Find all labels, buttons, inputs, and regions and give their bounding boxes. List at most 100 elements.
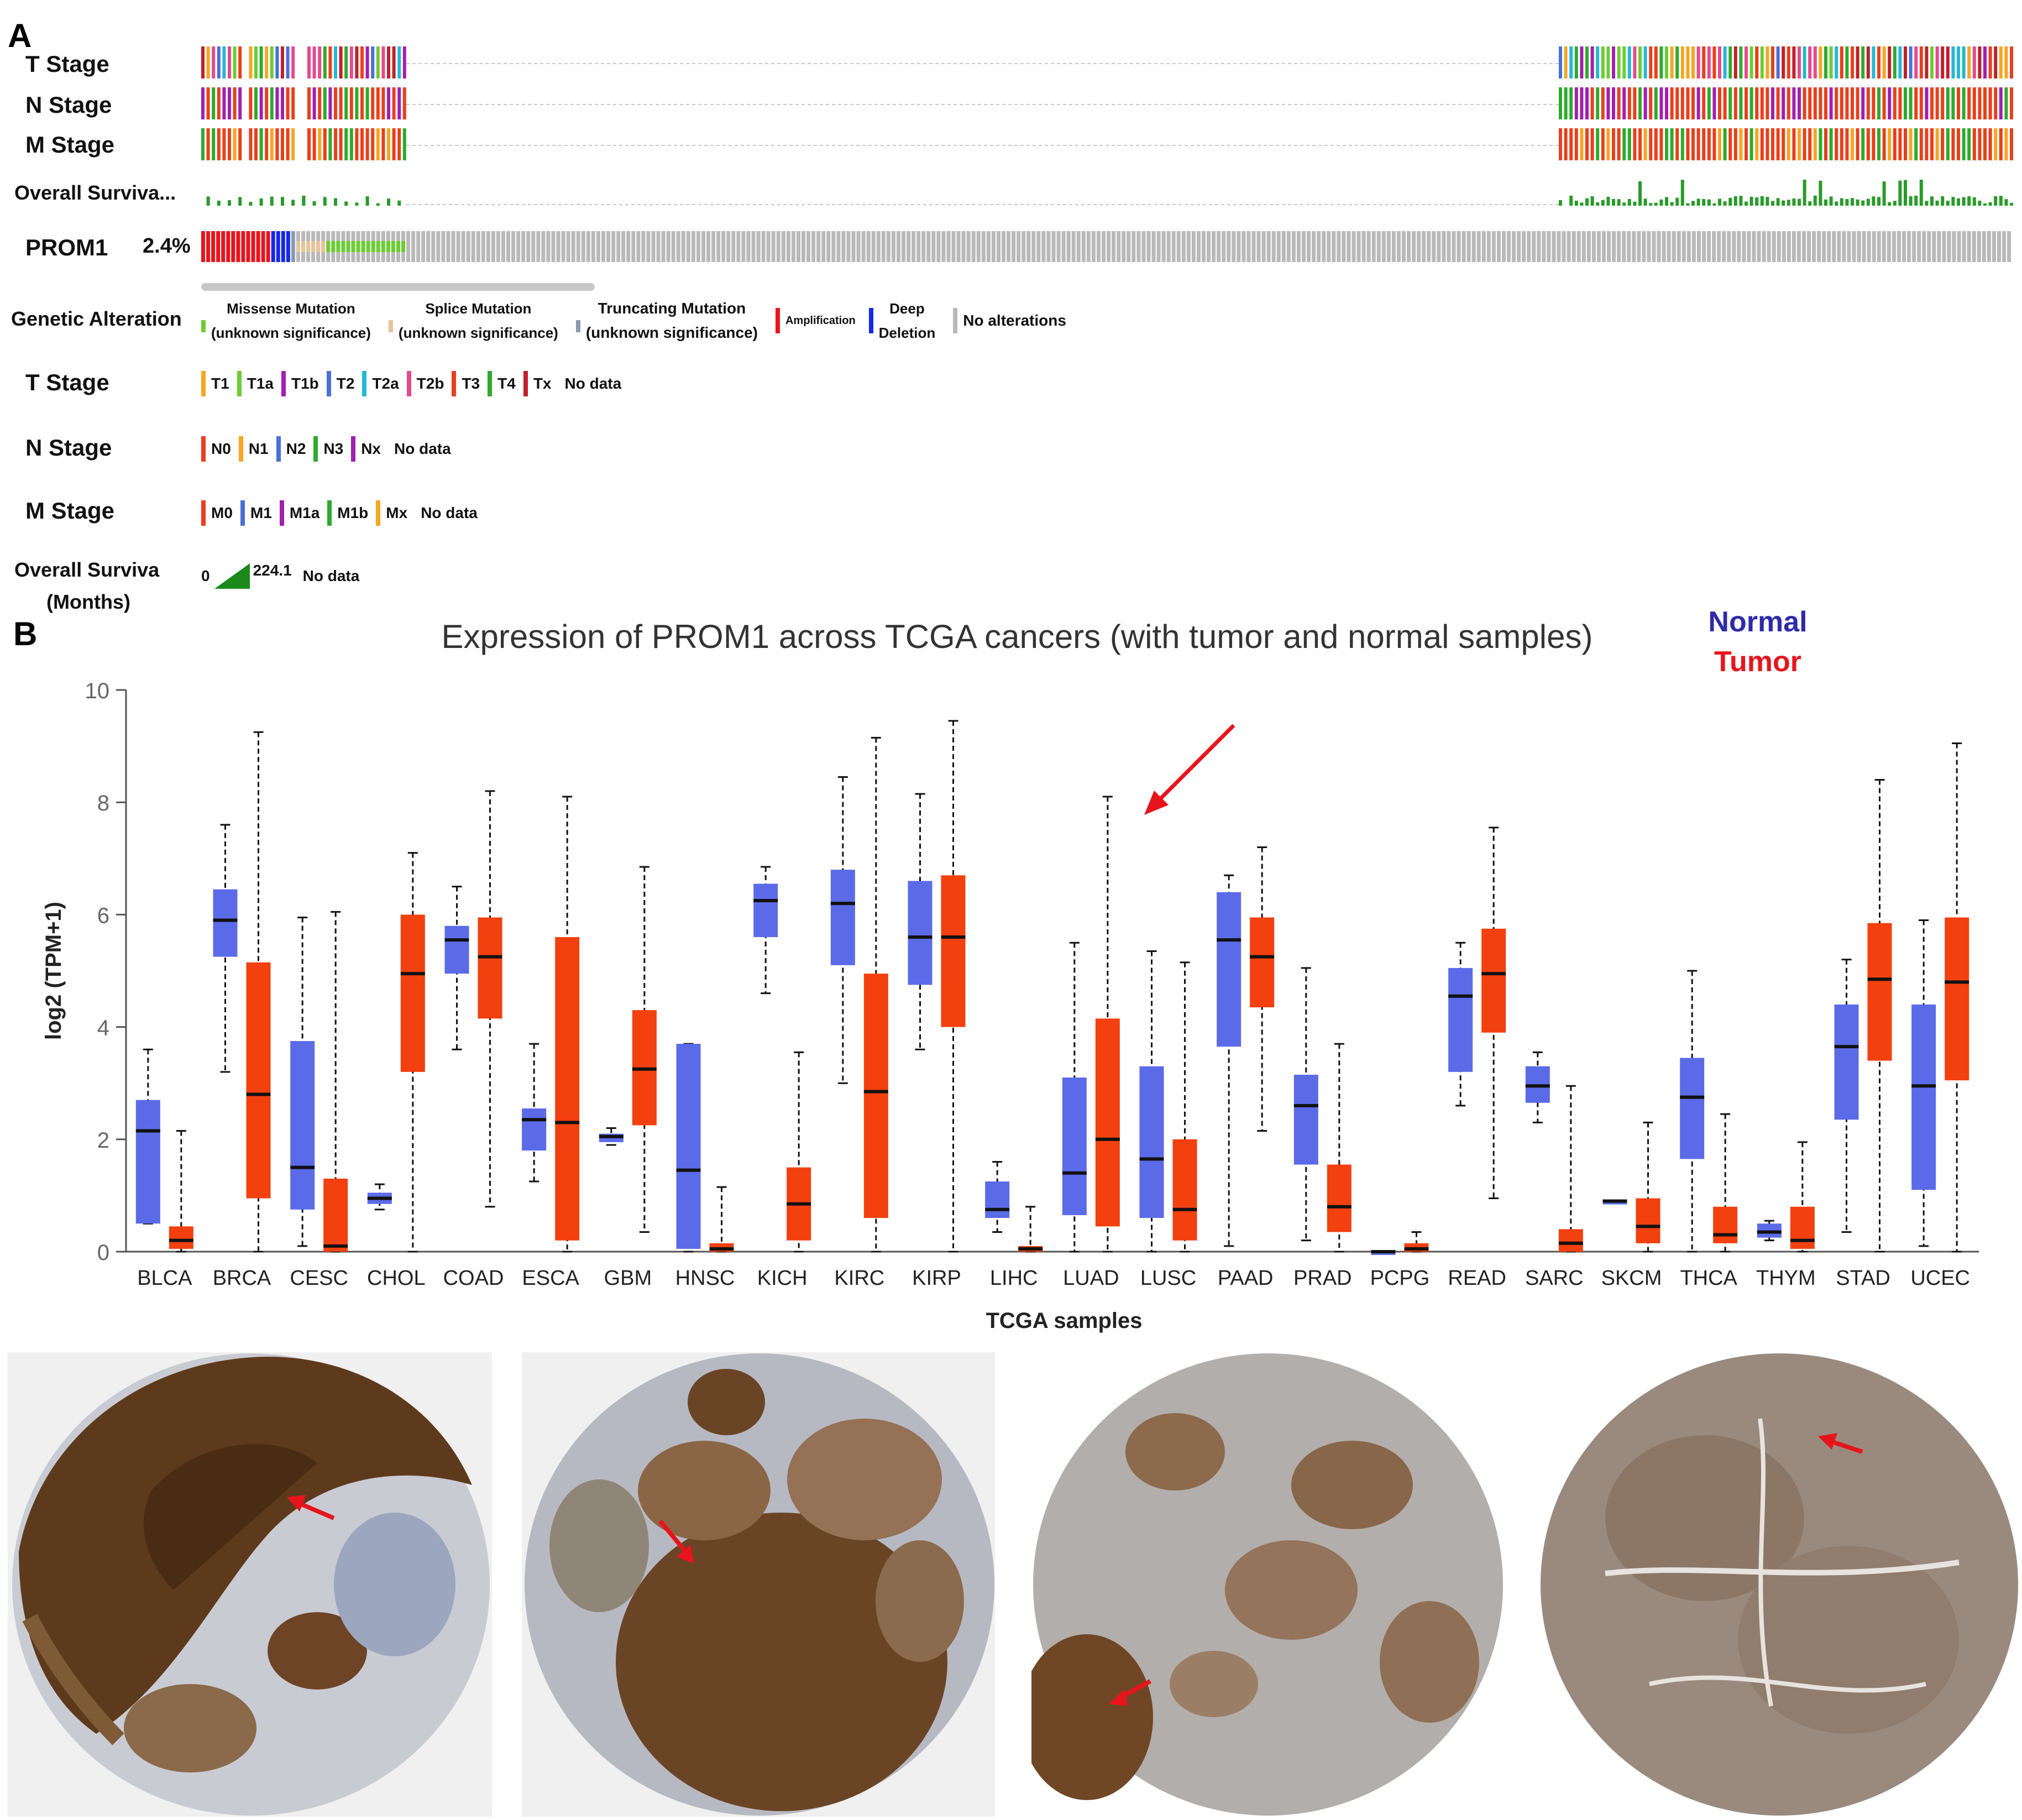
sample-stage-cell — [1755, 46, 1759, 79]
gene-alteration-cell — [1992, 231, 1996, 262]
sample-stage-cell — [1564, 87, 1568, 119]
sample-stage-cell — [1829, 87, 1833, 119]
survival-bar — [1935, 200, 1939, 206]
survival-bar — [1930, 196, 1934, 206]
legend-swatch — [279, 500, 284, 526]
gene-alteration-cell — [236, 231, 240, 262]
sample-stage-cell — [1893, 46, 1897, 79]
sample-stage-cell — [1718, 87, 1721, 119]
sample-stage-cell — [1872, 128, 1876, 160]
sample-stage-cell — [349, 128, 353, 160]
sample-stage-cell — [387, 87, 390, 119]
sample-stage-cell — [1574, 128, 1578, 160]
survival-bar — [1749, 196, 1753, 206]
sample-stage-cell — [1659, 128, 1663, 160]
sample-stage-cell — [1866, 46, 1870, 79]
y-tick-label: 6 — [97, 903, 109, 928]
sample-stage-cell — [323, 46, 327, 79]
legend-item-t4: T4 — [488, 371, 516, 396]
survival-bar — [1670, 202, 1674, 206]
gene-alteration-cell — [871, 231, 876, 262]
sample-stage-cell — [259, 128, 263, 160]
x-tick-label: BRCA — [213, 1267, 271, 1290]
gene-alteration-cell — [1527, 231, 1531, 262]
sample-stage-cell — [381, 46, 385, 79]
gene-alteration-cell — [521, 231, 526, 262]
gene-alteration-cell — [1302, 231, 1306, 262]
sample-stage-cell — [1951, 87, 1955, 119]
sample-stage-cell — [402, 87, 406, 119]
gene-alteration-cell — [1622, 231, 1626, 262]
gene-alteration-cell — [1642, 231, 1646, 262]
legend-item-mx: Mx — [376, 500, 407, 526]
gene-alteration-cell — [1251, 231, 1256, 262]
sample-stage-cell — [1580, 87, 1584, 119]
sample-stage-cell — [360, 128, 364, 160]
sample-stage-cell — [1798, 128, 1801, 160]
legend-label-genetic-alteration: Genetic Alteration — [11, 307, 182, 330]
gene-alteration-cell — [1481, 231, 1486, 262]
gene-alteration-cell — [616, 231, 621, 262]
survival-bar — [1792, 198, 1796, 206]
gene-alteration-cell — [1371, 231, 1376, 262]
x-tick-label: HNSC — [675, 1267, 735, 1290]
sample-stage-cell — [1712, 87, 1716, 119]
ihc-tissue-image-3 — [1031, 1352, 1505, 1817]
gene-alteration-cell — [1632, 231, 1636, 262]
gene-alteration-cell — [1261, 231, 1266, 262]
legend-swatch — [452, 371, 457, 396]
survival-bar — [1946, 201, 1950, 206]
gene-alteration-cell — [1476, 231, 1481, 262]
sample-stage-cell — [1999, 87, 2003, 119]
survival-bar — [1914, 195, 1918, 206]
sample-stage-cell — [201, 87, 205, 119]
gene-alteration-cell — [1381, 231, 1386, 262]
sample-stage-cell — [1861, 128, 1865, 160]
gene-alteration-cell — [251, 231, 255, 262]
sample-stage-cell — [2004, 128, 2008, 160]
gene-alteration-cell — [1887, 231, 1891, 262]
survival-bar — [397, 200, 401, 206]
gene-alteration-cell — [1997, 231, 2001, 262]
legend-swatch — [281, 371, 286, 396]
y-tick-label: 10 — [85, 679, 110, 703]
survival-bar — [1617, 199, 1621, 206]
gene-alteration-cell — [1222, 231, 1226, 262]
sample-stage-cell — [1925, 87, 1929, 119]
legend-item-m1b: M1b — [327, 500, 368, 526]
gene-alteration-cell — [706, 231, 711, 262]
panel-label-b: B — [13, 615, 38, 652]
gene-alteration-cell — [1237, 231, 1241, 262]
gene-alteration-cell — [1627, 231, 1631, 262]
sample-stage-cell — [1627, 87, 1631, 119]
gene-alteration-cell — [681, 231, 685, 262]
gene-alteration-cell — [1567, 231, 1571, 262]
gene-alteration-cell — [1151, 231, 1156, 262]
survival-bar — [1755, 197, 1759, 206]
sample-stage-cell — [1872, 46, 1876, 79]
gene-alteration-cell — [1677, 231, 1681, 262]
sample-stage-cell — [1760, 87, 1764, 119]
sample-stage-cell — [365, 87, 369, 119]
gene-alteration-cell — [621, 231, 626, 262]
gene-alteration-cell — [1571, 231, 1576, 262]
sample-stage-cell — [233, 46, 237, 79]
gene-alteration-cell — [446, 231, 451, 262]
sample-stage-cell — [1787, 87, 1790, 119]
gene-alteration-cell — [671, 231, 675, 262]
sample-stage-cell — [1585, 87, 1589, 119]
survival-bar — [1957, 198, 1960, 206]
gene-alteration-cell — [1917, 231, 1921, 262]
sample-stage-cell — [381, 128, 385, 160]
box-tumor — [400, 914, 425, 1072]
survival-bar — [1728, 197, 1732, 206]
gene-alteration-cell — [1657, 231, 1661, 262]
sample-stage-cell — [1776, 128, 1780, 160]
gene-alteration-cell — [1807, 231, 1811, 262]
survival-bar — [1707, 199, 1711, 206]
gene-alteration-cell — [856, 231, 861, 262]
box-tumor — [1327, 1164, 1352, 1232]
sample-stage-cell — [270, 46, 274, 79]
sample-stage-cell — [312, 46, 316, 79]
legend-text: M1a — [289, 504, 320, 521]
